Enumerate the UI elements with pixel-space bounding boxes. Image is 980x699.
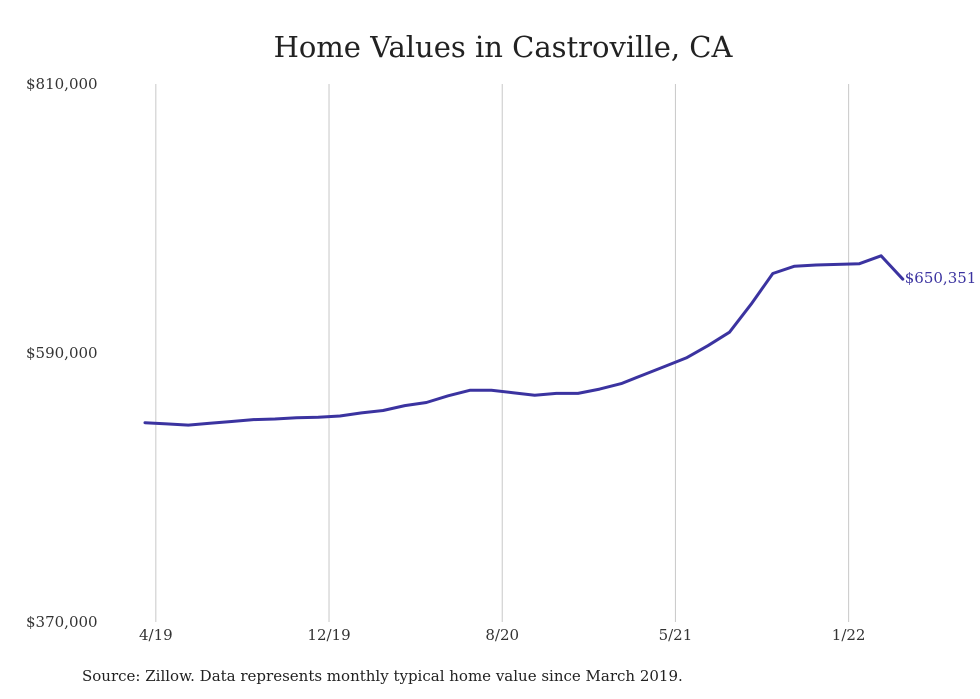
source-note: Source: Zillow. Data represents monthly … [82,667,683,685]
x-tick-label: 5/21 [659,626,693,644]
x-tick-label: 8/20 [485,626,519,644]
series-line [143,254,905,427]
end-value-label: $650,351 [905,269,977,287]
y-tick-label: $590,000 [26,344,98,362]
x-tick-label: 12/19 [307,626,350,644]
line-chart: $810,000 $590,000 $370,000 4/19 12/19 8/20 5/… [26,75,977,644]
series-layer [143,254,905,427]
x-tick-label: 4/19 [139,626,173,644]
y-tick-label: $370,000 [26,613,98,631]
y-axis-ticks: $810,000 $590,000 $370,000 [26,75,98,631]
gridlines [155,84,850,622]
x-axis-ticks: 4/19 12/19 8/20 5/21 1/22 [139,626,865,644]
chart-title: Home Values in Castroville, CA [273,30,733,64]
x-tick-label: 1/22 [832,626,866,644]
annotation-layer: $650,351 [905,269,977,287]
y-tick-label: $810,000 [26,75,98,93]
